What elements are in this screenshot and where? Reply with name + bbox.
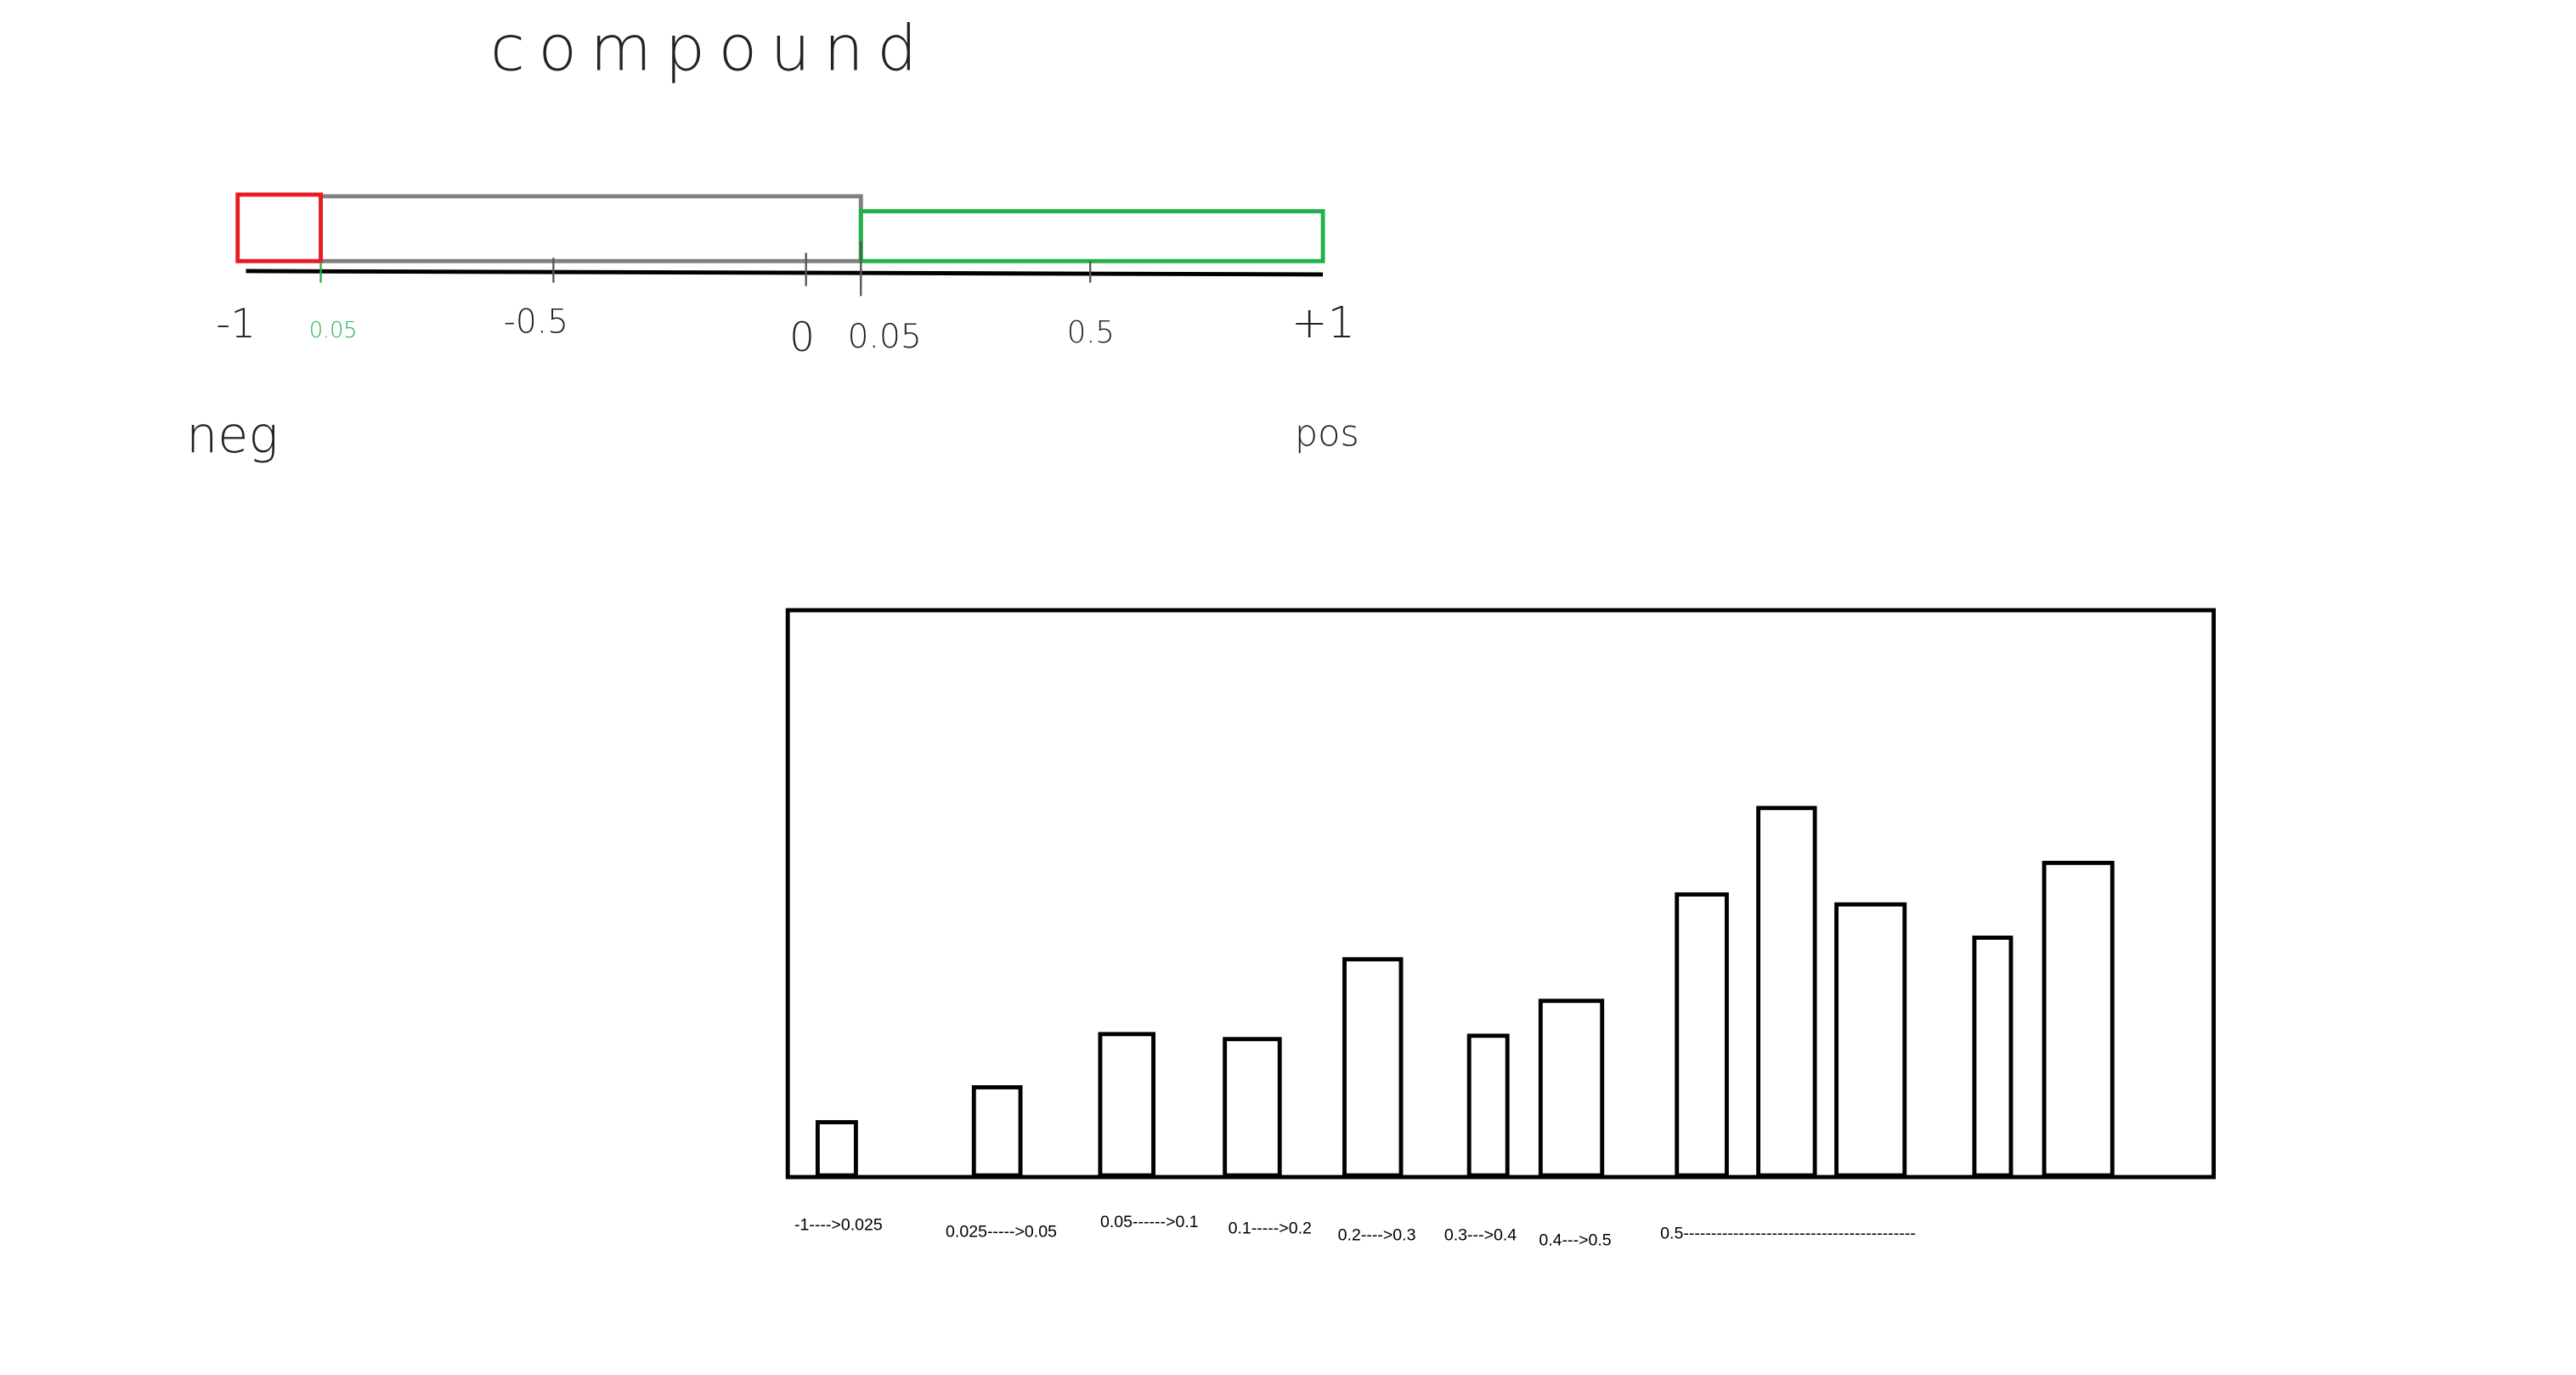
x-label: 0.025----->0.05 xyxy=(946,1223,1057,1242)
pos-label: pos xyxy=(1295,412,1359,455)
x-label: 0.5-------------------------------------… xyxy=(1660,1224,1916,1242)
x-label: 0.3--->0.4 xyxy=(1444,1225,1517,1244)
bar xyxy=(1675,892,1729,1178)
bar xyxy=(1223,1037,1282,1178)
bar xyxy=(1972,935,2014,1178)
chart-frame xyxy=(785,608,2217,1180)
tick-label: 0 xyxy=(789,314,815,361)
tick-label: -1 xyxy=(216,301,256,348)
neutral-box xyxy=(319,194,863,263)
bar xyxy=(1466,1033,1510,1178)
x-label: 0.05------>0.1 xyxy=(1100,1213,1199,1231)
tick-label: +1 xyxy=(1291,297,1355,348)
x-label: 0.1----->0.2 xyxy=(1229,1219,1312,1238)
negative-box xyxy=(235,192,323,263)
tick-label: -0.5 xyxy=(504,303,568,341)
bar xyxy=(1098,1032,1155,1178)
tick-label: 0.05 xyxy=(309,317,358,342)
bar xyxy=(1756,806,1817,1178)
tick-label: 0.05 xyxy=(848,318,922,356)
bar xyxy=(1538,999,1605,1178)
ticks xyxy=(319,240,1092,297)
positive-box xyxy=(858,209,1325,263)
bars xyxy=(815,806,2115,1178)
bar xyxy=(815,1120,858,1178)
x-label: 0.2---->0.3 xyxy=(1338,1225,1416,1244)
axis-line xyxy=(246,269,1324,277)
x-label: 0.4--->0.5 xyxy=(1539,1231,1611,1249)
neg-label: neg xyxy=(186,406,279,464)
title: compound xyxy=(490,11,930,85)
bar xyxy=(1834,902,1907,1178)
bar xyxy=(2042,860,2115,1178)
tick-label: 0.5 xyxy=(1067,315,1115,350)
x-label: -1---->0.025 xyxy=(794,1216,883,1235)
bar xyxy=(971,1085,1023,1178)
bar xyxy=(1342,957,1404,1178)
